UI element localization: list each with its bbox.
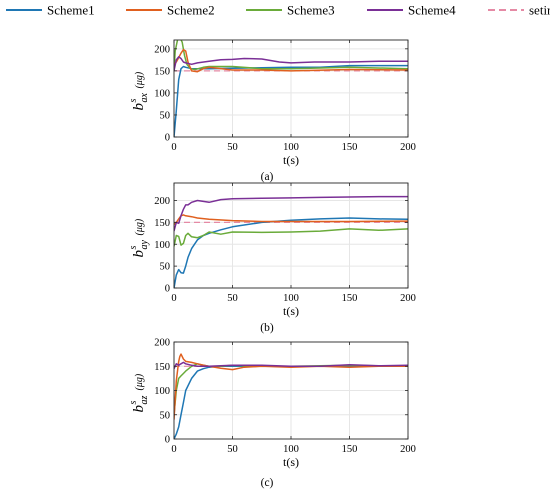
series-line-scheme2 (174, 48, 408, 73)
series-line-scheme3 (174, 40, 408, 71)
x-tick-label: 100 (283, 444, 299, 455)
legend: Scheme1 Scheme2 Scheme3 Scheme4 seting (6, 3, 550, 18)
x-tick-label: 50 (227, 444, 238, 455)
series-line-scheme4 (174, 56, 408, 72)
x-tick-label: 200 (400, 444, 416, 455)
y-axis-superscript: s (128, 246, 139, 250)
y-axis-symbol: b (131, 405, 147, 413)
x-tick-label: 50 (227, 142, 238, 153)
y-tick-label: 50 (160, 262, 171, 273)
y-axis-label: bs ax (μg) (128, 71, 150, 110)
y-tick-label: 100 (154, 240, 170, 251)
y-axis-unit: (μg) (134, 218, 145, 235)
x-axis-label: t(s) (283, 455, 299, 469)
y-tick-label: 150 (154, 218, 170, 229)
x-tick-label: 100 (283, 293, 299, 304)
y-tick-label: 100 (154, 386, 170, 397)
series-line-scheme2 (174, 214, 408, 226)
y-axis-unit: (μg) (134, 71, 145, 88)
series-line-scheme4 (174, 361, 408, 370)
legend-label-scheme1: Scheme1 (47, 3, 95, 18)
panel-caption: (a) (261, 171, 274, 183)
panel-caption: (c) (261, 477, 274, 489)
y-tick-label: 200 (154, 44, 170, 55)
x-tick-label: 200 (400, 142, 416, 153)
x-tick-label: 100 (283, 142, 299, 153)
x-tick-label: 150 (342, 142, 358, 153)
legend-label-scheme4: Scheme4 (408, 3, 456, 18)
x-tick-label: 50 (227, 293, 238, 304)
legend-label-scheme2: Scheme2 (167, 3, 215, 18)
panel-a: 0 50 100 150 200 0 50 100 150 200 t(s) bs ax (μg) (a) (128, 39, 416, 183)
y-axis-symbol: b (131, 250, 147, 258)
y-axis-subscript: az (139, 396, 150, 405)
series-line-scheme4 (174, 195, 408, 232)
y-axis-unit: (μg) (134, 373, 145, 390)
y-axis-superscript: s (128, 99, 139, 103)
y-axis-label: bs ay (μg) (128, 218, 150, 257)
y-tick-label: 150 (154, 66, 170, 77)
y-axis-superscript: s (128, 401, 139, 405)
x-tick-label: 0 (171, 293, 176, 304)
y-tick-label: 50 (160, 410, 171, 421)
panel-c: 0 50 100 150 200 0 50 100 150 200 t(s) bs az (μg) (c) (128, 338, 416, 490)
x-tick-label: 150 (342, 293, 358, 304)
y-tick-label: 200 (154, 196, 170, 207)
y-axis-label: bs az (μg) (128, 373, 150, 412)
panel-b: 0 50 100 150 200 0 50 100 150 200 t(s) bs ay (μg) (b) (128, 182, 416, 334)
y-axis-subscript: ay (139, 240, 150, 250)
x-tick-label: 0 (171, 142, 176, 153)
legend-label-scheme3: Scheme3 (287, 3, 335, 18)
y-tick-label: 100 (154, 88, 170, 99)
y-axis-subscript: ax (139, 93, 150, 103)
x-tick-label: 150 (342, 444, 358, 455)
y-axis-symbol: b (131, 103, 147, 111)
x-tick-label: 200 (400, 293, 416, 304)
x-axis-label: t(s) (283, 153, 299, 167)
y-tick-label: 200 (154, 338, 170, 349)
y-tick-label: 50 (160, 110, 171, 121)
y-tick-label: 0 (165, 133, 170, 144)
x-axis-label: t(s) (283, 304, 299, 318)
series-line-scheme3 (174, 228, 408, 247)
panel-caption: (b) (260, 322, 274, 334)
legend-label-seting: seting (529, 3, 550, 18)
y-tick-label: 0 (165, 435, 170, 446)
x-tick-label: 0 (171, 444, 176, 455)
y-tick-label: 150 (154, 362, 170, 373)
y-tick-label: 0 (165, 284, 170, 295)
